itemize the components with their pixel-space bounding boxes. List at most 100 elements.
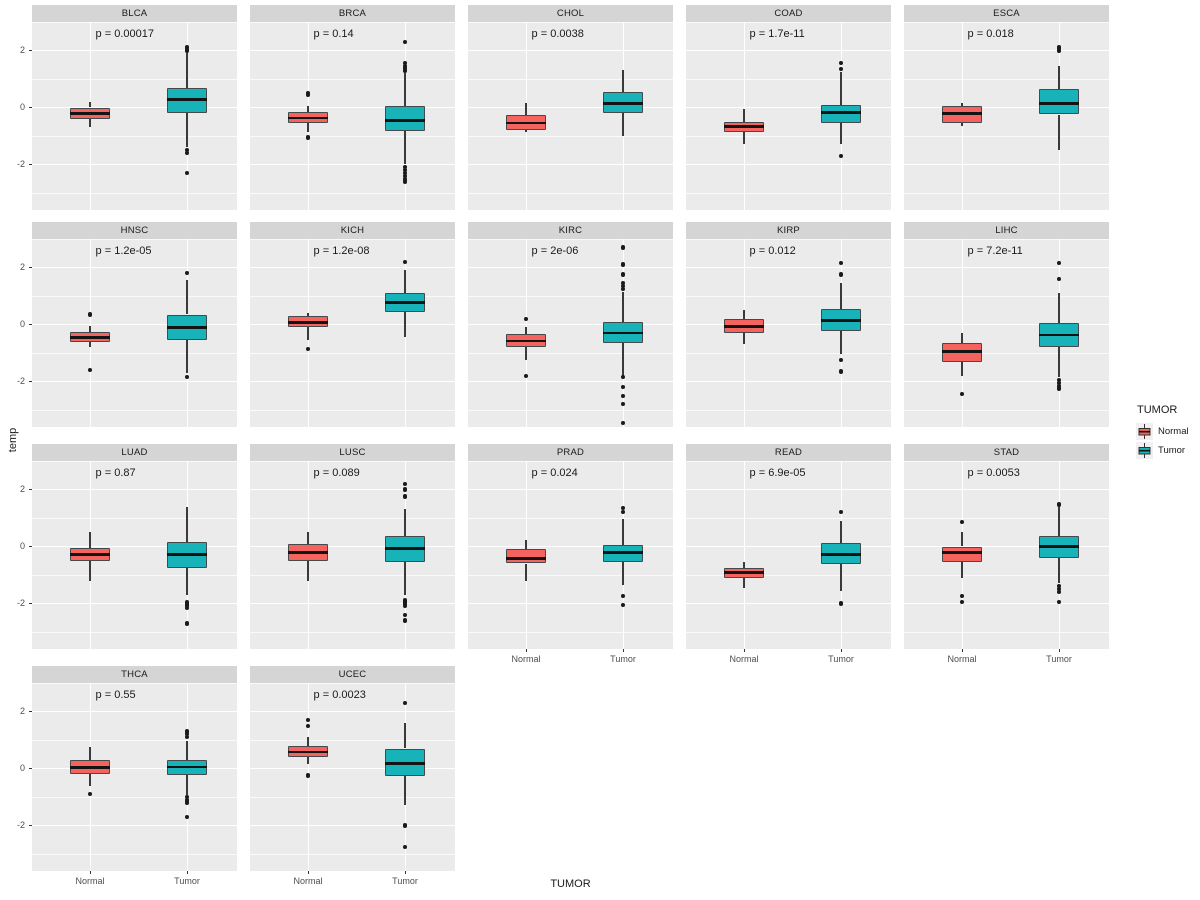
- minor-gridline: [904, 409, 1109, 411]
- whisker-upper: [743, 562, 745, 568]
- whisker-lower: [89, 341, 91, 348]
- outlier-point: [184, 150, 190, 156]
- whisker-upper: [89, 747, 91, 760]
- facet-strip: LUAD: [32, 444, 237, 461]
- facet-panel: p = 0.55: [32, 683, 237, 871]
- outlier-point: [1056, 386, 1062, 391]
- facet-thca: THCA p = 0.55 Normal Tumor: [32, 666, 237, 886]
- median-line: [942, 111, 982, 115]
- outlier-point: [838, 61, 844, 66]
- median-line: [167, 325, 207, 329]
- major-gridline: [32, 602, 237, 605]
- x-tick-label: Normal: [511, 654, 541, 664]
- major-gridline: [32, 163, 237, 166]
- outlier-point: [620, 393, 626, 398]
- median-line: [288, 551, 328, 555]
- whisker-upper: [961, 333, 963, 343]
- outlier-point: [402, 259, 408, 264]
- outlier-point: [620, 505, 626, 511]
- outlier-point: [1056, 45, 1062, 50]
- minor-gridline: [32, 135, 237, 137]
- major-gridline: [468, 163, 673, 166]
- median-line: [724, 325, 764, 329]
- major-gridline: [468, 49, 673, 52]
- whisker-lower: [89, 118, 91, 128]
- y-tick-label: 0: [19, 763, 25, 773]
- minor-gridline: [32, 853, 237, 855]
- whisker-lower: [743, 333, 745, 345]
- major-gridline: [468, 323, 673, 326]
- facet-lihc: LIHC p = 7.2e-11: [904, 222, 1109, 427]
- x-axis-tick: [404, 871, 406, 874]
- facet-panel: p = 0.00017: [32, 22, 237, 210]
- minor-gridline: [250, 853, 455, 855]
- median-line: [167, 765, 207, 769]
- median-line: [167, 553, 207, 556]
- x-tick-label: Tumor: [1046, 654, 1072, 664]
- minor-gridline: [32, 796, 237, 798]
- outlier-point: [620, 245, 626, 250]
- minor-gridline: [250, 352, 455, 354]
- outlier-point: [838, 369, 844, 374]
- outlier-point: [402, 612, 408, 617]
- minor-gridline: [904, 631, 1109, 633]
- outlier-point: [620, 262, 626, 267]
- x-tick-label: Tumor: [610, 654, 636, 664]
- outlier-point: [184, 800, 190, 805]
- outlier-point: [402, 61, 408, 66]
- whisker-lower: [89, 560, 91, 581]
- y-axis-tick: [29, 768, 32, 769]
- p-value-label: p = 1.2e-08: [313, 245, 370, 257]
- whisker-upper: [840, 283, 842, 310]
- whisker-lower: [1058, 347, 1060, 378]
- major-gridline: [250, 488, 455, 491]
- iqr-box: [942, 546, 982, 563]
- median-line: [506, 339, 546, 343]
- whisker-upper: [1058, 293, 1060, 323]
- outlier-point: [1056, 261, 1062, 266]
- median-line: [724, 571, 764, 575]
- median-line: [385, 300, 425, 304]
- facet-strip: PRAD: [468, 444, 673, 461]
- whisker-upper: [525, 102, 527, 116]
- p-value-label: p = 0.87: [95, 467, 136, 479]
- minor-gridline: [32, 409, 237, 411]
- outlier-point: [184, 734, 190, 740]
- outlier-point: [1056, 589, 1062, 595]
- whisker-lower: [743, 577, 745, 588]
- outlier-point: [1056, 383, 1062, 388]
- iqr-box: [385, 106, 425, 132]
- median-line: [385, 761, 425, 765]
- y-axis-tick: [29, 107, 32, 108]
- whisker-upper: [622, 70, 624, 92]
- minor-gridline: [32, 295, 237, 297]
- outlier-point: [1056, 48, 1062, 53]
- outlier-point: [1056, 503, 1062, 508]
- whisker-lower: [622, 343, 624, 376]
- legend-items: Normal Tumor: [1136, 423, 1189, 459]
- outlier-point: [402, 481, 408, 486]
- minor-gridline: [468, 78, 673, 80]
- facet-esca: ESCA p = 0.018: [904, 5, 1109, 210]
- facet-kirc: KIRC p = 2e-06: [468, 222, 673, 427]
- whisker-upper: [525, 540, 527, 550]
- p-value-label: p = 0.00017: [95, 28, 154, 40]
- median-line: [288, 320, 328, 324]
- major-gridline: [904, 49, 1109, 52]
- legend-item-tumor: Tumor: [1136, 442, 1189, 459]
- outlier-point: [402, 618, 408, 623]
- median-line: [1039, 333, 1079, 337]
- outlier-point: [184, 48, 190, 53]
- median-line: [288, 116, 328, 120]
- outlier-point: [959, 520, 965, 525]
- major-gridline: [468, 602, 673, 605]
- median-line: [821, 318, 861, 322]
- facet-luad: LUAD p = 0.87: [32, 444, 237, 649]
- whisker-lower: [840, 330, 842, 355]
- outlier-point: [402, 487, 408, 492]
- minor-gridline: [904, 192, 1109, 194]
- p-value-label: p = 0.018: [967, 28, 1014, 40]
- median-line: [385, 118, 425, 122]
- outlier-point: [402, 176, 408, 181]
